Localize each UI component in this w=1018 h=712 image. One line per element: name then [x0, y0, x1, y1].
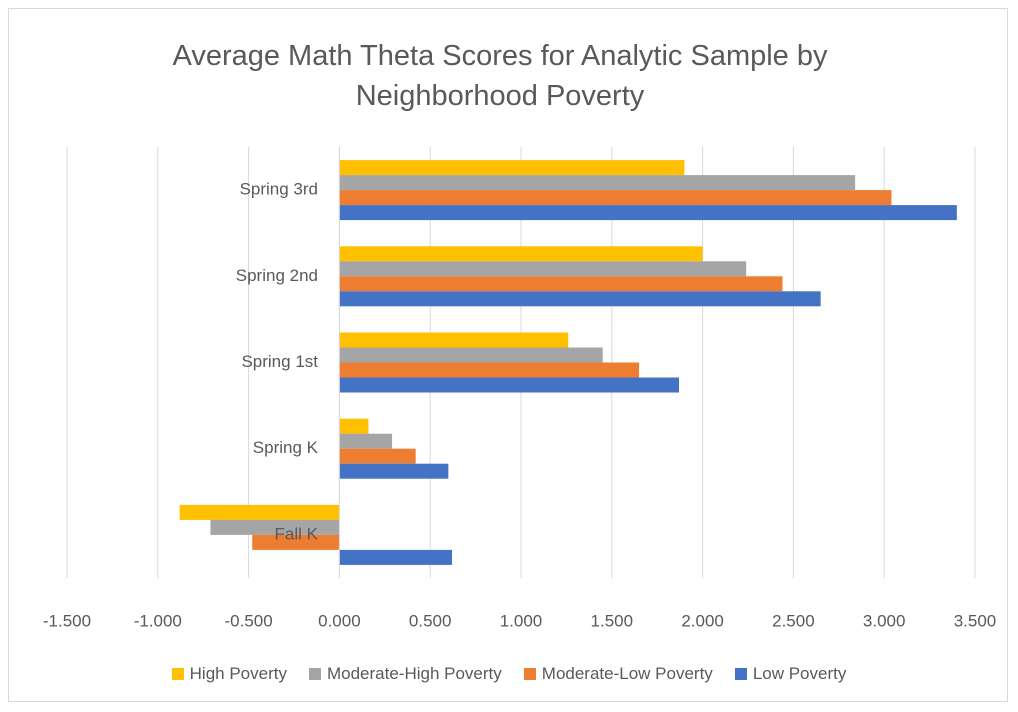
y-tick-label: Spring 1st	[241, 352, 318, 371]
legend-swatch	[523, 668, 536, 680]
legend-item: High Poverty	[171, 664, 287, 684]
x-tick-label: -1.500	[43, 611, 91, 630]
bar	[339, 276, 783, 292]
bar	[339, 549, 452, 565]
legend-item: Moderate-Low Poverty	[523, 664, 713, 684]
x-tick-label: 0.000	[318, 611, 361, 630]
x-tick-label: 2.500	[772, 611, 815, 630]
x-tick-label: 0.500	[409, 611, 452, 630]
legend-label: Moderate-High Poverty	[326, 664, 502, 683]
bar	[339, 362, 640, 378]
bar	[339, 463, 449, 479]
legend-item: Low Poverty	[734, 664, 847, 684]
bar	[339, 175, 856, 191]
y-tick-label: Fall K	[275, 524, 319, 543]
bar	[339, 205, 957, 221]
bar	[339, 160, 685, 176]
bar	[252, 534, 340, 550]
bar	[210, 519, 340, 535]
bar	[339, 448, 416, 464]
y-tick-label: Spring 2nd	[236, 266, 318, 285]
bar	[339, 332, 569, 348]
bar	[339, 377, 679, 393]
legend-label: High Poverty	[189, 664, 287, 683]
legend-label: Low Poverty	[752, 664, 847, 683]
x-tick-label: -0.500	[224, 611, 272, 630]
y-tick-label: Spring 3rd	[240, 180, 318, 199]
x-tick-label: 1.500	[591, 611, 634, 630]
legend-swatch	[734, 668, 747, 680]
bar	[339, 246, 703, 262]
bar	[339, 291, 821, 307]
legend: High Poverty Moderate-High Poverty Moderat…	[0, 664, 1018, 684]
y-tick-label: Spring K	[253, 438, 319, 457]
bar	[179, 504, 340, 520]
chart-frame	[8, 8, 1008, 702]
bar	[339, 418, 369, 434]
legend-label: Moderate-Low Poverty	[541, 664, 713, 683]
bar	[339, 347, 603, 363]
chart-title: Average Math Theta Scores for Analytic S…	[172, 40, 828, 112]
x-tick-label: 1.000	[500, 611, 543, 630]
x-tick-label: -1.000	[134, 611, 182, 630]
legend-swatch	[308, 668, 321, 680]
x-tick-label: 3.500	[954, 611, 997, 630]
x-tick-label: 3.000	[863, 611, 906, 630]
bar	[339, 433, 393, 449]
bar	[339, 190, 892, 206]
legend-swatch	[171, 668, 184, 680]
legend-item: Moderate-High Poverty	[308, 664, 502, 684]
x-tick-label: 2.000	[681, 611, 724, 630]
bar	[339, 261, 747, 277]
